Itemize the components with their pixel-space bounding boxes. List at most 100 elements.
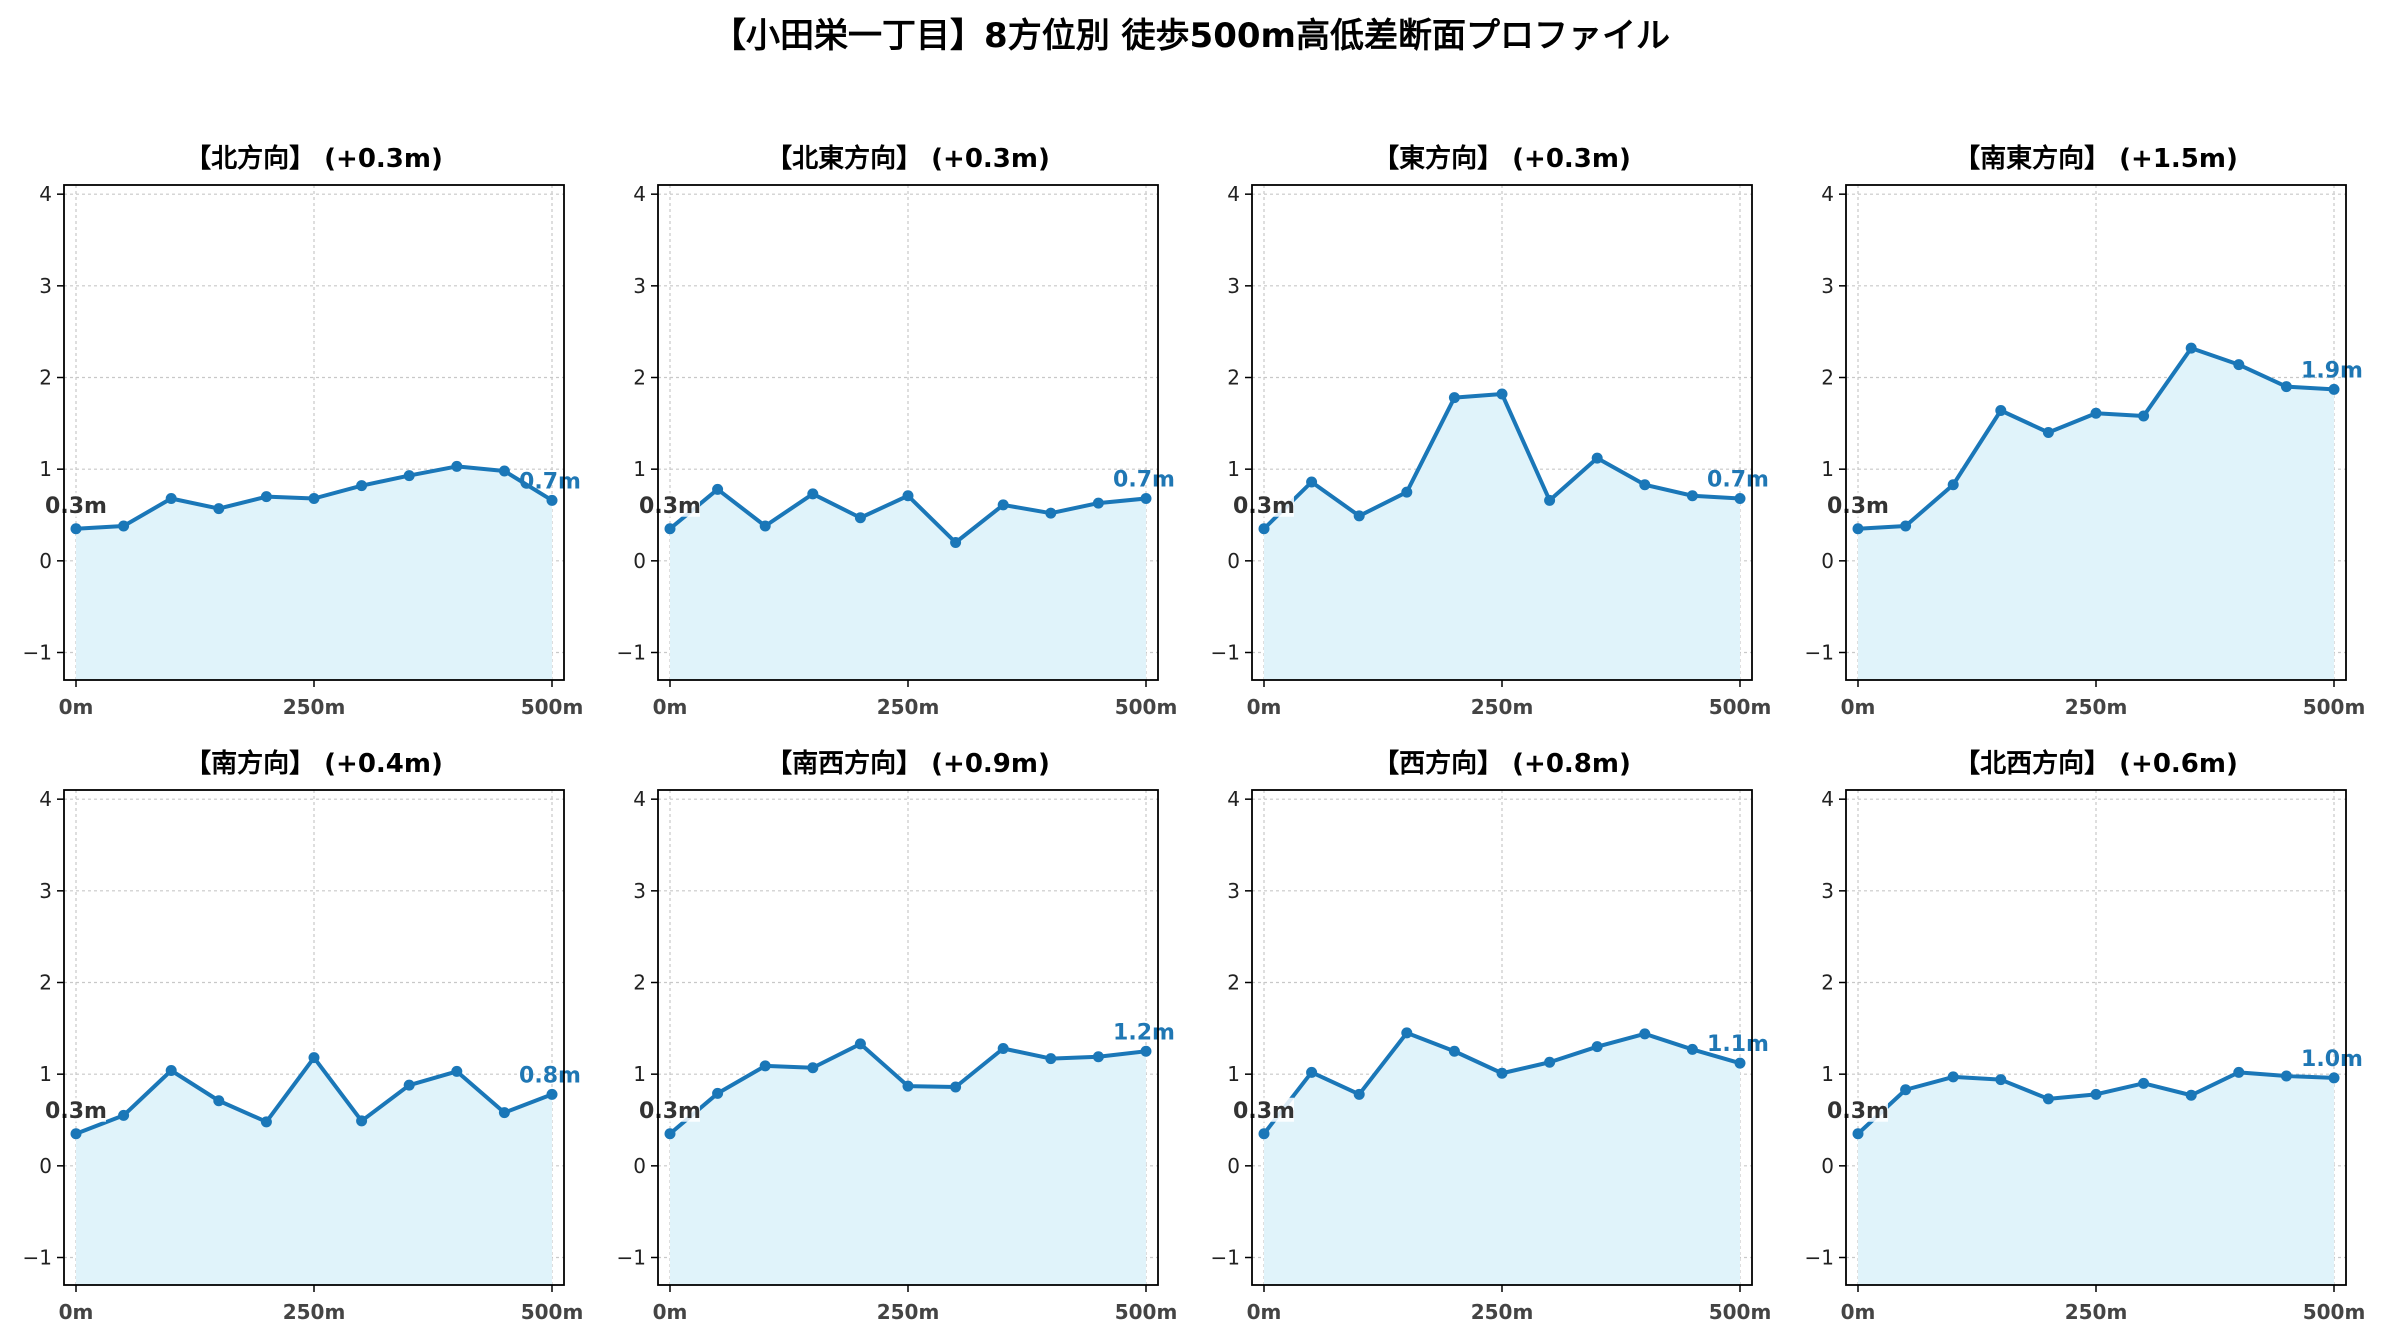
data-point <box>546 1088 558 1100</box>
start-label: 0.3m <box>45 1099 107 1124</box>
y-tick-label: −1 <box>23 1246 52 1270</box>
x-tick-label: 500m <box>1709 1300 1772 1324</box>
data-point <box>1639 479 1651 491</box>
data-point <box>1686 1043 1698 1055</box>
data-point <box>2138 1077 2150 1089</box>
plot-frame <box>63 789 565 1286</box>
data-point <box>950 1081 962 1093</box>
data-point <box>2328 383 2340 395</box>
x-tick-label: 500m <box>2303 1300 2366 1324</box>
data-point <box>807 1062 819 1074</box>
y-tick-label: 0 <box>39 549 52 573</box>
start-label-bg <box>1830 1097 1888 1122</box>
area-fill <box>1264 1032 1740 1285</box>
x-tick-label: 250m <box>1471 1300 1534 1324</box>
panel-title: 【西方向】 (+0.8m) <box>1373 748 1631 779</box>
y-tick-label: 1 <box>1227 1062 1240 1086</box>
start-label: 0.3m <box>639 1099 701 1124</box>
y-tick-label: 3 <box>1227 274 1240 298</box>
x-tick-label: 250m <box>1471 695 1534 719</box>
data-point <box>1353 1088 1365 1100</box>
x-tick-label: 250m <box>877 1300 940 1324</box>
y-tick-label: 2 <box>1227 971 1240 995</box>
y-tick-label: 3 <box>633 274 646 298</box>
x-tick-label: 500m <box>1115 695 1178 719</box>
data-point <box>997 1043 1009 1054</box>
data-point <box>854 512 866 524</box>
start-label-bg <box>1830 492 1888 517</box>
y-tick-label: 1 <box>1227 457 1240 481</box>
y-tick-label: 3 <box>1821 879 1834 903</box>
x-tick-label: 250m <box>877 695 940 719</box>
data-point <box>1140 493 1152 504</box>
data-point <box>165 493 177 504</box>
start-label: 0.3m <box>1233 494 1295 519</box>
panel-title: 【東方向】 (+0.3m) <box>1373 143 1631 174</box>
data-point <box>2280 381 2292 393</box>
data-point <box>308 1052 320 1064</box>
y-tick-label: 4 <box>1821 787 1834 811</box>
data-point <box>902 490 914 502</box>
data-point <box>1591 452 1603 464</box>
data-point <box>1995 1074 2007 1086</box>
y-tick-label: 3 <box>633 879 646 903</box>
y-tick-label: 4 <box>39 182 52 206</box>
data-point <box>70 1128 82 1140</box>
data-point <box>1947 479 1959 491</box>
data-point <box>1401 486 1413 498</box>
panel-title: 【北方向】 (+0.3m) <box>185 143 443 174</box>
data-point <box>451 460 463 472</box>
y-tick-label: −1 <box>23 641 52 665</box>
plot-frame <box>657 789 1159 1286</box>
y-tick-label: 1 <box>39 1062 52 1086</box>
chart-panel: 【西方向】 (+0.8m) −1 0 1 2 3 4 0m 250m 500m 0.3m 1.1m <box>1211 748 1772 1324</box>
x-tick-label: 0m <box>1841 1300 1876 1324</box>
data-point <box>664 523 676 535</box>
y-tick-label: −1 <box>1805 641 1834 665</box>
y-tick-label: 1 <box>633 457 646 481</box>
chart-panel: 【東方向】 (+0.3m) −1 0 1 2 3 4 0m 250m 500m 0.3m 0.7m <box>1211 143 1772 719</box>
data-point <box>712 1087 724 1099</box>
data-point <box>118 1109 130 1121</box>
data-point <box>1900 520 1912 532</box>
data-point <box>356 1115 368 1127</box>
data-point <box>1353 510 1365 522</box>
data-point <box>664 1128 676 1140</box>
area-fill <box>1858 348 2334 680</box>
data-point <box>902 1080 914 1092</box>
y-tick-label: −1 <box>1211 1246 1240 1270</box>
area-fill <box>76 1057 552 1285</box>
x-tick-label: 0m <box>59 1300 94 1324</box>
data-point <box>759 1060 771 1072</box>
end-label: 0.7m <box>1113 468 1175 493</box>
data-point <box>950 537 962 548</box>
y-tick-label: −1 <box>1211 641 1240 665</box>
data-point <box>260 491 272 503</box>
data-point <box>2090 407 2102 419</box>
data-point <box>2280 1070 2292 1082</box>
x-tick-label: 0m <box>1841 695 1876 719</box>
y-tick-label: 4 <box>1821 182 1834 206</box>
area-fill <box>76 466 552 680</box>
panel-title: 【北東方向】 (+0.3m) <box>766 143 1050 174</box>
y-tick-label: 0 <box>1821 1154 1834 1178</box>
data-point <box>997 499 1009 511</box>
data-point <box>1258 523 1270 535</box>
data-point <box>356 480 368 492</box>
data-point <box>1045 1053 1057 1065</box>
start-label: 0.3m <box>1827 1099 1889 1124</box>
chart-panel: 【南東方向】 (+1.5m) −1 0 1 2 3 4 0m 250m 500m 0.3m 1.9m <box>1805 143 2366 719</box>
start-label: 0.3m <box>1233 1099 1295 1124</box>
end-label: 0.8m <box>519 1063 581 1088</box>
data-point <box>403 1079 415 1091</box>
y-tick-label: 4 <box>1227 787 1240 811</box>
x-tick-label: 0m <box>653 1300 688 1324</box>
y-tick-label: 4 <box>633 182 646 206</box>
plot-frame <box>657 184 1159 681</box>
figure-title: 【小田栄一丁目】8方位別 徒歩500m高低差断面プロファイル <box>712 16 1670 56</box>
end-label: 0.7m <box>519 469 581 494</box>
data-point <box>1734 1057 1746 1069</box>
y-tick-label: 1 <box>1821 1062 1834 1086</box>
data-point <box>2138 410 2150 422</box>
chart-panel: 【南方向】 (+0.4m) −1 0 1 2 3 4 0m 250m 500m 0.3m 0.8m <box>23 748 584 1324</box>
